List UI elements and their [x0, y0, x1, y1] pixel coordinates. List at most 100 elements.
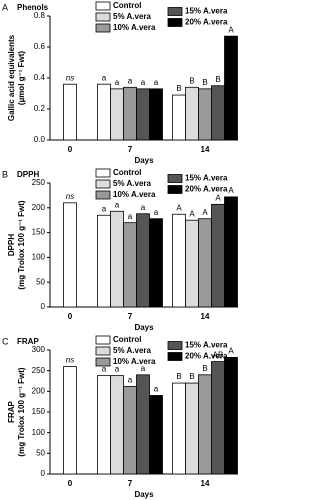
x-tick-label: 7 — [128, 479, 133, 488]
x-tick-label: 7 — [128, 145, 133, 154]
legend-swatch — [95, 1, 111, 11]
bar — [123, 86, 137, 141]
bar — [198, 218, 212, 308]
bar-annotation: B — [189, 372, 194, 381]
bar — [136, 213, 150, 308]
y-tick-label: 150 — [32, 228, 46, 237]
bar-annotation: B — [202, 364, 207, 373]
x-tick-label: 0 — [68, 312, 73, 321]
bar-annotation: A — [228, 25, 234, 34]
legend-swatch — [95, 357, 111, 367]
bar-annotation: a — [154, 385, 159, 394]
legend-swatch — [167, 185, 183, 194]
y-tick-label: 0.6 — [34, 42, 46, 51]
legend-swatch — [95, 190, 111, 200]
bar-annotation: ns — [66, 192, 74, 201]
legend-swatch — [167, 341, 183, 350]
legend-label: 5% A.vera — [113, 346, 152, 355]
legend-label: 5% A.vera — [113, 179, 152, 188]
bar — [224, 196, 238, 308]
legend-label: Control — [113, 1, 141, 10]
legend-swatch — [95, 12, 111, 22]
legend-label: 15% A.vera — [185, 7, 228, 16]
bar-annotation: A — [228, 186, 234, 195]
legend-label: 15% A.vera — [185, 174, 228, 183]
x-tick-label: 14 — [201, 145, 210, 154]
legend-label: 20% A.vera — [185, 185, 228, 194]
bar-annotation: a — [154, 208, 159, 217]
bar — [211, 361, 225, 475]
legend-label: 5% A.vera — [113, 12, 152, 21]
bar-annotation: ns — [66, 73, 74, 82]
bar-annotation: a — [141, 203, 146, 212]
bar-annotation: B — [215, 75, 220, 84]
y-axis-label: Gallic acid equivalents — [7, 34, 16, 121]
bar-annotation: a — [115, 200, 120, 209]
bar-annotation: a — [102, 365, 107, 374]
bar-annotation: A — [228, 347, 234, 356]
bar-annotation: AB — [213, 351, 224, 360]
legend-swatch — [167, 7, 183, 16]
y-tick-label: 250 — [32, 366, 46, 375]
bar — [110, 88, 124, 141]
bar — [136, 374, 150, 475]
bar — [224, 35, 238, 141]
panel-label: A — [2, 2, 8, 12]
bar-annotation: a — [115, 365, 120, 374]
y-axis-label: (mg Trolox 100 g⁻¹ Fwt) — [17, 200, 26, 289]
y-tick-label: 150 — [32, 407, 46, 416]
legend-swatch — [95, 168, 111, 178]
legend-label: Control — [113, 335, 141, 344]
x-tick-label: 14 — [201, 312, 210, 321]
y-tick-label: 200 — [32, 203, 46, 212]
legend-label: 20% A.vera — [185, 352, 228, 361]
x-tick-label: 7 — [128, 312, 133, 321]
x-axis-label: Days — [134, 156, 154, 165]
x-axis-label: Days — [134, 490, 154, 499]
bar — [97, 375, 111, 475]
bar-annotation: A — [189, 209, 195, 218]
bar — [149, 218, 163, 308]
bar-annotation: B — [176, 372, 181, 381]
bar — [149, 88, 163, 141]
y-tick-label: 0.8 — [34, 11, 46, 20]
bar — [198, 88, 212, 141]
bar-annotation: a — [115, 78, 120, 87]
bar-annotation: a — [128, 76, 133, 85]
legend-label: Control — [113, 168, 141, 177]
legend-swatch — [95, 23, 111, 33]
bar — [97, 83, 111, 141]
bar-annotation: A — [202, 208, 208, 217]
bar — [110, 210, 124, 308]
bar — [123, 222, 137, 308]
bar-annotation: a — [154, 78, 159, 87]
bar-annotation: B — [202, 78, 207, 87]
legend-swatch — [95, 335, 111, 345]
bar-annotation: A — [215, 193, 221, 202]
x-tick-label: 0 — [68, 145, 73, 154]
panel-label: C — [2, 336, 9, 346]
bar-annotation: a — [102, 204, 107, 213]
bar — [172, 382, 186, 475]
y-axis-label: FRAP — [7, 400, 16, 422]
bar — [211, 203, 225, 308]
y-axis-label: (µmol g⁻¹ Fwt) — [17, 51, 26, 105]
bar — [185, 382, 199, 475]
x-tick-label: 0 — [68, 479, 73, 488]
y-tick-label: 0.4 — [34, 73, 46, 82]
y-tick-label: 300 — [32, 345, 46, 354]
legend-swatch — [167, 174, 183, 183]
bar — [211, 85, 225, 141]
bar — [185, 219, 199, 308]
bar — [185, 86, 199, 141]
panel-title: Phenols — [17, 3, 49, 12]
legend-label: 20% A.vera — [185, 18, 228, 27]
y-tick-label: 0 — [41, 469, 46, 478]
bar — [172, 94, 186, 141]
y-tick-label: 0 — [41, 302, 46, 311]
bar-annotation: A — [176, 203, 182, 212]
y-tick-label: 50 — [36, 277, 45, 286]
bar — [110, 375, 124, 475]
y-tick-label: 0.2 — [34, 104, 46, 113]
y-tick-label: 250 — [32, 178, 46, 187]
